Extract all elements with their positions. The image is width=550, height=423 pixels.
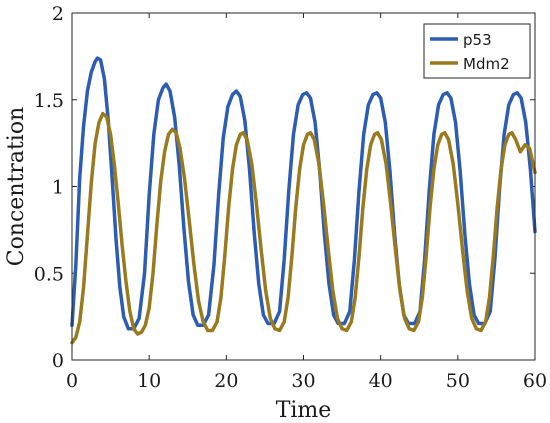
- legend-label-p53: p53: [463, 31, 492, 49]
- y-tick-label: 2: [52, 3, 64, 25]
- legend: p53 Mdm2: [423, 23, 531, 79]
- y-tick-label: 0.5: [34, 263, 64, 285]
- series-line-mdm2: [70, 111, 537, 345]
- x-tick-label: 0: [66, 370, 78, 392]
- x-tick-label: 50: [446, 370, 470, 392]
- x-axis-label: Time: [276, 398, 332, 423]
- series-layer: [70, 56, 537, 345]
- legend-label-mdm2: Mdm2: [463, 55, 510, 73]
- x-tick-label: 40: [369, 370, 393, 392]
- x-tick-label: 60: [523, 370, 547, 392]
- plot-frame: [71, 12, 536, 361]
- y-tick-label: 1.5: [34, 90, 64, 112]
- y-tick-label: 0: [52, 350, 64, 372]
- x-tick-label: 20: [214, 370, 238, 392]
- y-tick-label: 1: [52, 177, 64, 199]
- legend-box: [423, 23, 531, 79]
- series-line-p53: [70, 56, 537, 331]
- x-tick-label: 30: [291, 370, 315, 392]
- x-tick-label: 10: [137, 370, 161, 392]
- y-axis-label: Concentration: [4, 107, 29, 267]
- ticks-layer: 0 10 20 30 40 50 60 0 0.5 1 1.5 2: [34, 3, 547, 392]
